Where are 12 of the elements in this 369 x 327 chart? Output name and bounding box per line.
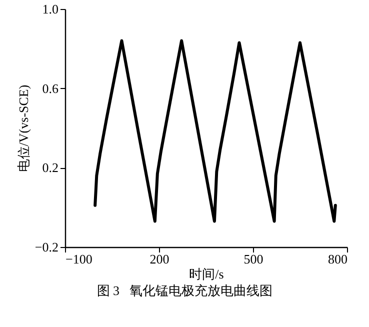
x-tick-label: 800 [328,252,348,266]
y-tick-label: −0.2 [34,240,58,254]
x-axis-title: 时间/s [189,266,224,282]
y-tick-label: 1.0 [42,2,58,16]
y-axis-title: 电位/V(vs-SCE) [16,84,31,172]
caption: 图 3 氧化锰电极充放电曲线图 [96,282,274,300]
y-tick-label: 0.2 [42,160,58,176]
x-tick-label: 500 [244,252,264,266]
line-series [94,39,337,223]
x-tick-label: 200 [150,252,170,266]
y-tick-label: 0.6 [42,80,59,96]
x-tick-label: −100 [66,252,92,266]
